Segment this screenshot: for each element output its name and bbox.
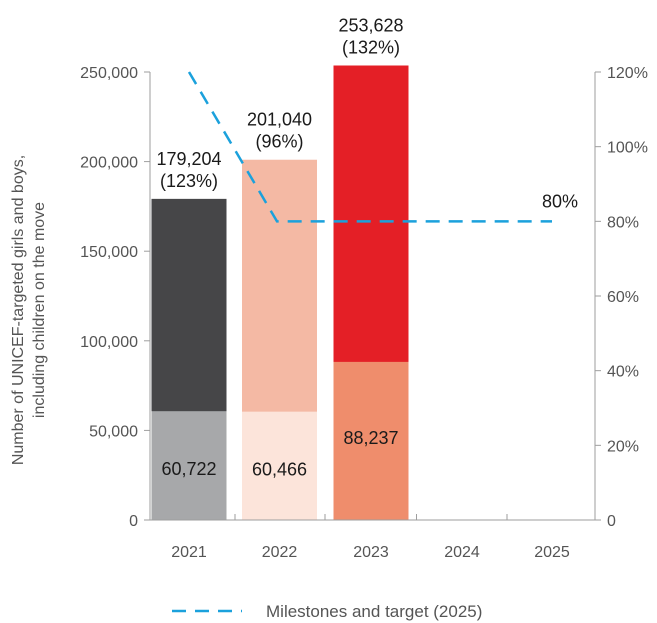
milestone-line-layer [187, 71, 552, 223]
total-percent-label-2022: (96%) [255, 132, 303, 152]
y2-tick-label: 60% [607, 289, 639, 306]
inner-value-label-2021: 60,722 [161, 459, 216, 479]
milestone-line [187, 71, 552, 223]
y2-tick-label: 40% [607, 364, 639, 381]
x-tick-label-2021: 2021 [171, 544, 207, 561]
bars-layer [151, 65, 409, 520]
bar-inner-2023 [333, 361, 409, 520]
y2-tick-label: 100% [607, 140, 648, 157]
total-value-label-2022: 201,040 [247, 110, 312, 130]
inner-value-label-2023: 88,237 [343, 428, 398, 448]
x-tick-label-2025: 2025 [534, 544, 570, 561]
x-tick-label-2024: 2024 [444, 544, 480, 561]
legend: Milestones and target (2025) [172, 602, 482, 621]
y-axis-title: Number of UNICEF-targeted girls and boys… [10, 155, 48, 465]
y-tick-label: 200,000 [80, 155, 138, 172]
x-tick-label-2023: 2023 [353, 544, 389, 561]
y-tick-label: 50,000 [89, 423, 138, 440]
y2-tick-label: 80% [607, 214, 639, 231]
y-axis-title-line2: including children on the move [31, 202, 48, 418]
y2-tick-label: 0 [607, 513, 616, 530]
y-tick-label: 0 [129, 513, 138, 530]
y-axis-title-line1: Number of UNICEF-targeted girls and boys… [10, 155, 27, 465]
y-tick-label: 100,000 [80, 334, 138, 351]
inner-value-label-2022: 60,466 [252, 460, 307, 480]
bar-inner-2022 [242, 411, 317, 520]
legend-label-milestones: Milestones and target (2025) [266, 602, 482, 621]
total-value-label-2021: 179,204 [156, 149, 221, 169]
y2-tick-label: 120% [607, 65, 648, 82]
bar-inner-2021 [151, 411, 227, 520]
y2-tick-label: 20% [607, 438, 639, 455]
y-tick-label: 250,000 [80, 65, 138, 82]
y-tick-label: 150,000 [80, 244, 138, 261]
total-percent-label-2023: (132%) [342, 37, 400, 57]
labels-layer: 80% 179,204(123%) 60,722 201,040(96%) 60,466… [156, 15, 578, 479]
x-tick-label-2022: 2022 [262, 544, 298, 561]
axes-layer: 0 50,000 100,000 150,000 200,000 250,000 0 20% 4… [80, 65, 648, 561]
total-percent-label-2021: (123%) [160, 171, 218, 191]
milestone-end-label: 80% [542, 191, 578, 211]
total-value-label-2023: 253,628 [338, 15, 403, 35]
